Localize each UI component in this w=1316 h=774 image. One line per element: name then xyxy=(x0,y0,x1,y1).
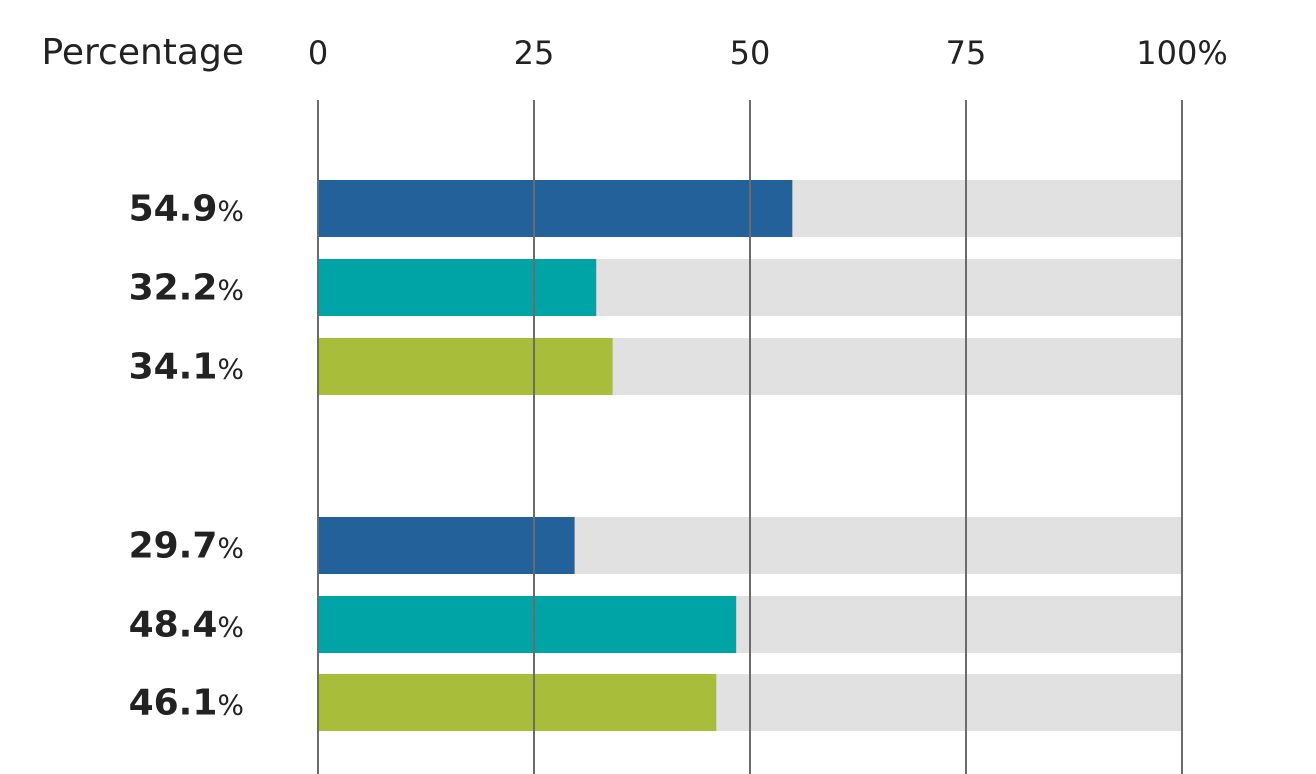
tick-label: 25 xyxy=(514,34,555,72)
bar xyxy=(318,259,597,316)
bar xyxy=(318,180,793,237)
value-unit: % xyxy=(217,689,244,722)
value-number: 54.9 xyxy=(129,189,218,230)
value-label: 34.1% xyxy=(129,347,244,388)
value-number: 32.2 xyxy=(129,268,218,309)
bar xyxy=(318,517,575,574)
value-number: 29.7 xyxy=(129,526,218,567)
tick-label: 75 xyxy=(946,34,987,72)
value-labels: 54.9%32.2%34.1%29.7%48.4%46.1% xyxy=(129,189,244,724)
bars xyxy=(318,180,793,731)
bar xyxy=(318,674,717,731)
axis-title: Percentage xyxy=(41,32,244,73)
value-number: 34.1 xyxy=(129,347,218,388)
value-label: 29.7% xyxy=(129,526,244,567)
value-unit: % xyxy=(217,274,244,307)
value-unit: % xyxy=(217,195,244,228)
value-unit: % xyxy=(217,532,244,565)
tick-labels: 0 25 50 75 100% xyxy=(308,34,1228,72)
tick-label: 0 xyxy=(308,34,328,72)
value-unit: % xyxy=(217,611,244,644)
bar xyxy=(318,338,613,395)
gridlines xyxy=(317,100,1183,774)
value-number: 48.4 xyxy=(129,605,218,646)
value-label: 32.2% xyxy=(129,268,244,309)
value-label: 46.1% xyxy=(129,683,244,724)
bar xyxy=(318,596,737,653)
tick-label: 100% xyxy=(1136,34,1227,72)
value-label: 54.9% xyxy=(129,189,244,230)
value-unit: % xyxy=(217,353,244,386)
tick-label: 50 xyxy=(730,34,771,72)
value-number: 46.1 xyxy=(129,683,218,724)
value-label: 48.4% xyxy=(129,605,244,646)
